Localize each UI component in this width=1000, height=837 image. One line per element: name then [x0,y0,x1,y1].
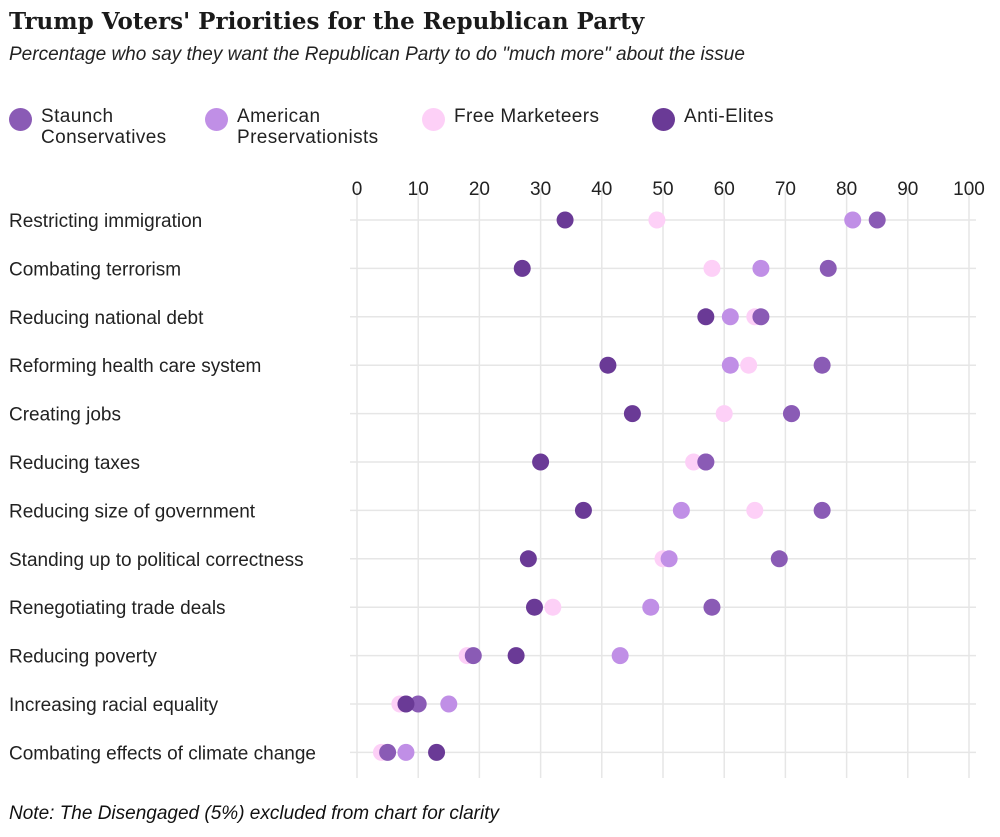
point-anti-elites-creating-jobs [623,405,641,423]
point-anti-elites-reducing-taxes [532,453,550,471]
point-anti-elites-combating-terrorism [513,259,531,277]
point-anti-elites-increasing-racial-equality [397,695,415,713]
point-american-preservationists-renegotiating-trade-deals [642,598,660,616]
category-label-restricting-immigration: Restricting immigration [9,211,202,232]
point-american-preservationists-reducing-national-debt [721,308,739,326]
point-staunch-conservatives-increasing-racial-equality [409,695,427,713]
point-american-preservationists-standing-up-to-political-correctness [660,550,678,568]
x-tick-label-20: 20 [469,179,490,200]
category-label-combating-terrorism: Combating terrorism [9,259,181,280]
point-staunch-conservatives-renegotiating-trade-deals [703,598,721,616]
category-label-increasing-racial-equality: Increasing racial equality [9,695,219,716]
x-tick-label-40: 40 [591,179,612,200]
point-american-preservationists-combating-effects-of-climate-change [397,743,415,761]
point-staunch-conservatives-reducing-national-debt [752,308,770,326]
point-free-marketeers-renegotiating-trade-deals [544,598,562,616]
point-free-marketeers-reducing-size-of-government [746,501,764,519]
x-tick-label-70: 70 [775,179,796,200]
chart-note: Note: The Disengaged (5%) excluded from … [9,803,499,824]
x-tick-label-30: 30 [530,179,551,200]
point-anti-elites-standing-up-to-political-correctness [519,550,537,568]
category-label-standing-up-to-political-correctness: Standing up to political correctness [9,550,304,571]
dot-plot: 0 10 20 30 40 50 60 70 80 90 100 Restricting immig… [9,179,985,778]
point-staunch-conservatives-combating-effects-of-climate-change [379,743,397,761]
x-tick-label-80: 80 [836,179,857,200]
point-anti-elites-reducing-size-of-government [574,501,592,519]
x-tick-label-10: 10 [408,179,429,200]
point-anti-elites-restricting-immigration [556,211,574,229]
point-free-marketeers-combating-terrorism [703,259,721,277]
point-free-marketeers-reforming-health-care-system [740,356,758,374]
point-staunch-conservatives-reforming-health-care-system [813,356,831,374]
grid-layer [350,188,976,778]
point-anti-elites-reducing-poverty [507,647,525,665]
chart-title: Trump Voters' Priorities for the Republi… [9,8,645,35]
point-free-marketeers-creating-jobs [715,405,733,423]
x-tick-label-50: 50 [652,179,673,200]
x-axis-ticks: 0 10 20 30 40 50 60 70 80 90 100 [352,179,985,200]
category-label-reducing-national-debt: Reducing national debt [9,308,204,329]
data-points [372,211,886,761]
x-tick-label-0: 0 [352,179,363,200]
point-american-preservationists-reforming-health-care-system [721,356,739,374]
point-anti-elites-reforming-health-care-system [599,356,617,374]
point-american-preservationists-combating-terrorism [752,259,770,277]
legend-label-anti-elites: Anti-Elites [684,106,774,127]
legend-swatch-american-preservationists [205,108,228,131]
point-american-preservationists-reducing-size-of-government [672,501,690,519]
point-staunch-conservatives-combating-terrorism [819,259,837,277]
point-staunch-conservatives-creating-jobs [783,405,801,423]
legend-label-staunch-conservatives: Staunch Conservatives [41,106,167,148]
category-label-renegotiating-trade-deals: Renegotiating trade deals [9,598,226,619]
chart-subtitle: Percentage who say they want the Republi… [9,44,745,65]
point-staunch-conservatives-reducing-poverty [464,647,482,665]
legend-label-american-preservationists: American Preservationists [237,106,379,148]
point-staunch-conservatives-reducing-size-of-government [813,501,831,519]
x-tick-label-100: 100 [953,179,985,200]
category-labels: Restricting immigration Combating terrori… [9,211,316,764]
legend-label-free-marketeers: Free Marketeers [454,106,600,127]
category-label-reducing-poverty: Reducing poverty [9,647,157,668]
point-anti-elites-reducing-national-debt [697,308,715,326]
point-staunch-conservatives-reducing-taxes [697,453,715,471]
category-label-reforming-health-care-system: Reforming health care system [9,356,261,377]
x-tick-label-60: 60 [714,179,735,200]
point-staunch-conservatives-restricting-immigration [868,211,886,229]
category-label-creating-jobs: Creating jobs [9,405,121,426]
x-tick-label-90: 90 [897,179,918,200]
category-label-combating-effects-of-climate-change: Combating effects of climate change [9,743,316,764]
point-anti-elites-combating-effects-of-climate-change [428,743,446,761]
point-free-marketeers-reducing-taxes [685,453,703,471]
point-american-preservationists-increasing-racial-equality [440,695,458,713]
legend-swatch-free-marketeers [422,108,445,131]
category-label-reducing-size-of-government: Reducing size of government [9,501,256,522]
point-staunch-conservatives-standing-up-to-political-correctness [770,550,788,568]
point-american-preservationists-reducing-poverty [611,647,629,665]
point-american-preservationists-restricting-immigration [844,211,862,229]
point-free-marketeers-restricting-immigration [648,211,666,229]
legend-swatch-staunch-conservatives [9,108,32,131]
legend-swatch-anti-elites [652,108,675,131]
category-label-reducing-taxes: Reducing taxes [9,453,140,474]
point-anti-elites-renegotiating-trade-deals [525,598,543,616]
